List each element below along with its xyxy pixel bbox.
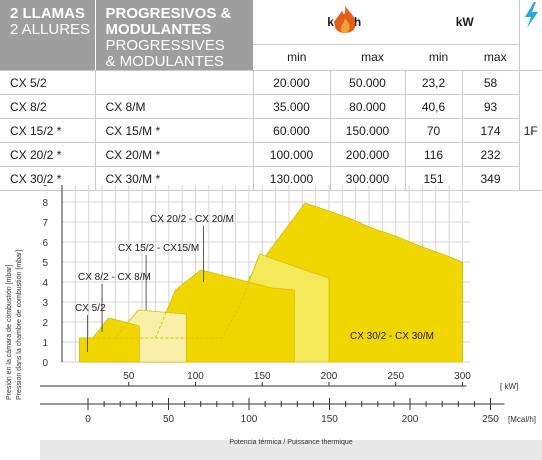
- kcal-min-cell: 60.000: [252, 118, 330, 143]
- table-row: CX 30/2 * CX 30/M * 130.000 300.000 151 349: [0, 166, 542, 191]
- stages-subtitle: 2 ALLURES: [10, 21, 91, 38]
- kw-tick-label: 300: [454, 371, 471, 382]
- kcal-max-cell: 200.000: [329, 142, 405, 167]
- model-cell: CX 30/2 *: [0, 166, 95, 191]
- kw-max-cell: 232: [461, 142, 519, 167]
- y-tick-label: 7: [42, 218, 48, 229]
- y-tick-label: 3: [42, 298, 48, 309]
- electric-header: [518, 0, 542, 71]
- chart-axes: [40, 185, 505, 410]
- kw-unit-label: [ kW]: [500, 382, 518, 391]
- y-axis-label-es: Presión en la cámara de combustión [mbar…: [6, 264, 13, 400]
- series-label: CX 20/2 - CX 20/M: [150, 214, 234, 225]
- kcal-min-cell: 20.000: [252, 70, 330, 95]
- y-tick-label: 9: [42, 185, 48, 189]
- modulating-contour: [92, 309, 187, 339]
- table-row: CX 8/2 CX 8/M 35.000 80.000 40,6 93: [0, 94, 542, 119]
- kcal-unit-header: kcal/h: [252, 0, 405, 45]
- modulating-subtitle-2: & MODULANTES: [105, 53, 224, 70]
- kw-tick-label: 50: [123, 371, 135, 382]
- modulating-header: PROGRESIVOS & MODULANTES PROGRESSIVES & …: [94, 0, 253, 71]
- kw-max-cell: 58: [461, 70, 519, 95]
- kw-min-cell: 70: [404, 118, 462, 143]
- header-row-2: min max min max: [0, 44, 542, 72]
- mcal-tick-label: 250: [482, 414, 499, 425]
- series-label: CX 15/2 - CX15/M: [118, 243, 199, 254]
- kcal-max-cell: 150.000: [329, 118, 405, 143]
- bottom-band: [40, 440, 542, 460]
- chart-labels: 0 1 2 3 4 5 6 7 8 9 50 100 150 200 250 300 [ kW] 0 50 100 15…: [42, 185, 536, 425]
- electric-supply-cell: 1F: [518, 70, 542, 191]
- kw-tick-label: 150: [254, 371, 271, 382]
- lightning-icon: [524, 2, 538, 28]
- modulating-model-cell: CX 15/M *: [94, 118, 253, 143]
- kw-max-header: max: [462, 44, 519, 72]
- pressure-power-chart: 0 1 2 3 4 5 6 7 8 9 50 100 150 200 250 300 [ kW] 0 50 100 15…: [40, 185, 536, 425]
- y-tick-label: 1: [42, 338, 48, 349]
- modulating-contour: [155, 253, 330, 339]
- flame-icon: [334, 6, 356, 33]
- modulating-contour: [115, 269, 295, 339]
- chart-series: [79, 202, 463, 363]
- modulating-model-cell: CX 30/M *: [94, 166, 253, 191]
- table-row: CX 5/2 20.000 50.000 23,2 58 1F: [0, 70, 542, 191]
- model-cell: CX 8/2: [0, 94, 95, 119]
- kw-tick-label: 200: [321, 371, 338, 382]
- series-label: CX 30/2 - CX 30/M: [350, 331, 434, 342]
- kcal-min-cell: 130.000: [252, 166, 330, 191]
- kw-tick-label: 100: [187, 371, 204, 382]
- mcal-unit-label: [Mcal/h]: [508, 415, 536, 424]
- kw-min-cell: 40,6: [404, 94, 462, 119]
- y-tick-label: 2: [42, 318, 48, 329]
- kw-min-cell: 23,2: [404, 70, 462, 95]
- kcal-max-header: max: [330, 44, 405, 72]
- header-row-1: 2 LLAMAS 2 ALLURES PROGRESIVOS & MODULAN…: [0, 0, 542, 71]
- mcal-tick-label: 50: [163, 414, 175, 425]
- kw-min-cell: 116: [404, 142, 462, 167]
- stages-header: 2 LLAMAS 2 ALLURES: [0, 0, 95, 71]
- kcal-min-cell: 35.000: [252, 94, 330, 119]
- kw-max-cell: 93: [461, 94, 519, 119]
- modulating-contour: [79, 317, 140, 339]
- y-tick-label: 6: [42, 238, 48, 249]
- table-row: CX 20/2 * CX 20/M * 100.000 200.000 116 232: [0, 142, 542, 167]
- kw-unit: kW: [455, 14, 474, 29]
- kw-max-cell: 349: [461, 166, 519, 191]
- burner-spec-table: 2 LLAMAS 2 ALLURES PROGRESIVOS & MODULAN…: [0, 0, 542, 191]
- modulating-title-2: MODULANTES: [105, 21, 212, 38]
- modulating-model-cell: [94, 70, 253, 95]
- kcal-max-cell: 80.000: [329, 94, 405, 119]
- y-axis-label-fr: Pression dans la chambre de combustion […: [16, 249, 23, 400]
- mcal-tick-label: 150: [321, 414, 338, 425]
- x-axis-label: Potencia térmica / Puissance thermique: [229, 439, 353, 446]
- y-tick-label: 4: [42, 278, 48, 289]
- y-axis-label: Presión en la cámara de combustión [mbar…: [4, 200, 30, 400]
- kcal-min-header: min: [252, 44, 330, 72]
- mcal-tick-label: 0: [85, 414, 91, 425]
- kw-tick-label: 250: [387, 371, 404, 382]
- y-tick-label: 0: [42, 358, 48, 369]
- kw-max-cell: 174: [461, 118, 519, 143]
- model-cell: CX 15/2 *: [0, 118, 95, 143]
- modulating-model-cell: CX 20/M *: [94, 142, 253, 167]
- mcal-tick-label: 200: [402, 414, 419, 425]
- kcal-max-cell: 50.000: [329, 70, 405, 95]
- mcal-tick-label: 100: [241, 414, 258, 425]
- stages-title: 2 LLAMAS: [10, 5, 85, 22]
- kw-min-cell: 151: [404, 166, 462, 191]
- series-label: CX 8/2 - CX 8/M: [78, 272, 151, 283]
- model-cell: CX 20/2 *: [0, 142, 95, 167]
- series-label: CX 5/2: [75, 303, 106, 314]
- y-tick-label: 5: [42, 258, 48, 269]
- y-tick-label: 8: [42, 198, 48, 209]
- kcal-min-cell: 100.000: [252, 142, 330, 167]
- kw-min-header: min: [405, 44, 462, 72]
- modulating-subtitle-1: PROGRESSIVES: [105, 37, 225, 54]
- model-cell: CX 5/2: [0, 70, 95, 95]
- kw-unit-header: kW: [405, 0, 519, 45]
- modulating-title-1: PROGRESIVOS &: [105, 5, 232, 22]
- table-row: CX 15/2 * CX 15/M * 60.000 150.000 70 174: [0, 118, 542, 143]
- modulating-model-cell: CX 8/M: [94, 94, 253, 119]
